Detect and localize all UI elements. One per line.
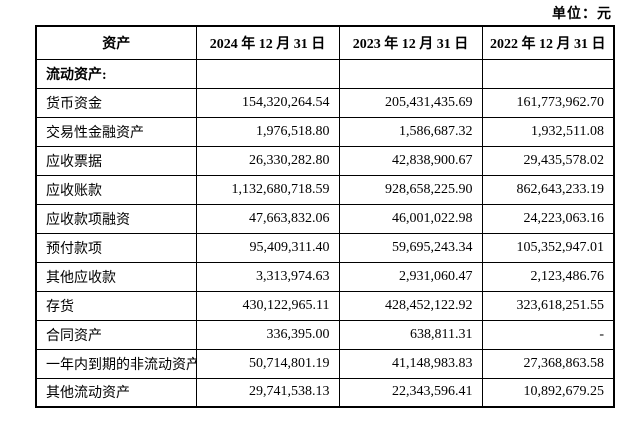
table-body: 流动资产: 货币资金 154,320,264.54 205,431,435.69 161…	[35, 58, 615, 408]
value-cell: 862,643,233.19	[481, 174, 615, 205]
value-cell: 27,368,863.58	[481, 348, 615, 379]
header-2022: 2022 年 12 月 31 日	[481, 25, 615, 60]
value-cell: 430,122,965.11	[195, 290, 340, 321]
value-cell	[338, 58, 483, 89]
asset-label: 应收账款	[35, 174, 197, 205]
asset-label: 应收款项融资	[35, 203, 197, 234]
value-cell: 47,663,832.06	[195, 203, 340, 234]
value-cell: 105,352,947.01	[481, 232, 615, 263]
asset-label: 其他应收款	[35, 261, 197, 292]
value-cell: 2,123,486.76	[481, 261, 615, 292]
value-cell: 2,931,060.47	[338, 261, 483, 292]
asset-label: 货币资金	[35, 87, 197, 118]
table-row: 货币资金 154,320,264.54 205,431,435.69 161,773,…	[35, 87, 615, 118]
value-cell: 3,313,974.63	[195, 261, 340, 292]
value-cell	[481, 58, 615, 89]
table-row: 流动资产:	[35, 58, 615, 89]
value-cell: 323,618,251.55	[481, 290, 615, 321]
table-row: 合同资产 336,395.00 638,811.31-	[35, 319, 615, 350]
value-cell: 205,431,435.69	[338, 87, 483, 118]
value-cell: 46,001,022.98	[338, 203, 483, 234]
asset-label: 合同资产	[35, 319, 197, 350]
asset-label: 其他流动资产	[35, 377, 197, 408]
value-cell: 50,714,801.19	[195, 348, 340, 379]
table-row: 一年内到期的非流动资产 50,714,801.19 41,148,983.83 27,…	[35, 348, 615, 379]
table-row: 交易性金融资产 1,976,518.80 1,586,687.32 1,932,511…	[35, 116, 615, 147]
value-cell: 336,395.00	[195, 319, 340, 350]
assets-table: 资产 2024 年 12 月 31 日 2023 年 12 月 31 日 202…	[35, 25, 615, 408]
value-cell: 928,658,225.90	[338, 174, 483, 205]
table-row: 应收账款 1,132,680,718.59 928,658,225.90 862,64…	[35, 174, 615, 205]
value-cell: 428,452,122.92	[338, 290, 483, 321]
asset-label: 预付款项	[35, 232, 197, 263]
header-row: 资产 2024 年 12 月 31 日 2023 年 12 月 31 日 202…	[35, 25, 615, 60]
table-row: 应收款项融资 47,663,832.06 46,001,022.98 24,223,0…	[35, 203, 615, 234]
table-row: 应收票据 26,330,282.80 42,838,900.67 29,435,578…	[35, 145, 615, 176]
asset-label: 一年内到期的非流动资产	[35, 348, 197, 379]
value-cell: 10,892,679.25	[481, 377, 615, 408]
asset-label: 流动资产:	[35, 58, 197, 89]
header-2024: 2024 年 12 月 31 日	[195, 25, 340, 60]
value-cell: 42,838,900.67	[338, 145, 483, 176]
value-cell: 29,435,578.02	[481, 145, 615, 176]
value-cell: 161,773,962.70	[481, 87, 615, 118]
header-2023: 2023 年 12 月 31 日	[338, 25, 483, 60]
value-cell: 154,320,264.54	[195, 87, 340, 118]
value-cell: 59,695,243.34	[338, 232, 483, 263]
value-cell: 22,343,596.41	[338, 377, 483, 408]
value-cell: 1,932,511.08	[481, 116, 615, 147]
value-cell: 41,148,983.83	[338, 348, 483, 379]
value-cell: -	[481, 319, 615, 350]
value-cell: 29,741,538.13	[195, 377, 340, 408]
value-cell: 1,586,687.32	[338, 116, 483, 147]
table-row: 存货 430,122,965.11 428,452,122.92 323,618,25…	[35, 290, 615, 321]
unit-label: 单位：元	[552, 7, 612, 22]
value-cell: 638,811.31	[338, 319, 483, 350]
table-row: 其他流动资产 29,741,538.13 22,343,596.41 10,892,6…	[35, 377, 615, 408]
value-cell	[195, 58, 340, 89]
asset-label: 存货	[35, 290, 197, 321]
value-cell: 26,330,282.80	[195, 145, 340, 176]
value-cell: 1,132,680,718.59	[195, 174, 340, 205]
table-row: 其他应收款 3,313,974.63 2,931,060.47 2,123,486.7…	[35, 261, 615, 292]
value-cell: 1,976,518.80	[195, 116, 340, 147]
table-header: 资产 2024 年 12 月 31 日 2023 年 12 月 31 日 202…	[35, 25, 615, 60]
value-cell: 95,409,311.40	[195, 232, 340, 263]
asset-label: 交易性金融资产	[35, 116, 197, 147]
table-row: 预付款项 95,409,311.40 59,695,243.34 105,352,94…	[35, 232, 615, 263]
header-assets: 资产	[35, 25, 197, 60]
asset-label: 应收票据	[35, 145, 197, 176]
value-cell: 24,223,063.16	[481, 203, 615, 234]
